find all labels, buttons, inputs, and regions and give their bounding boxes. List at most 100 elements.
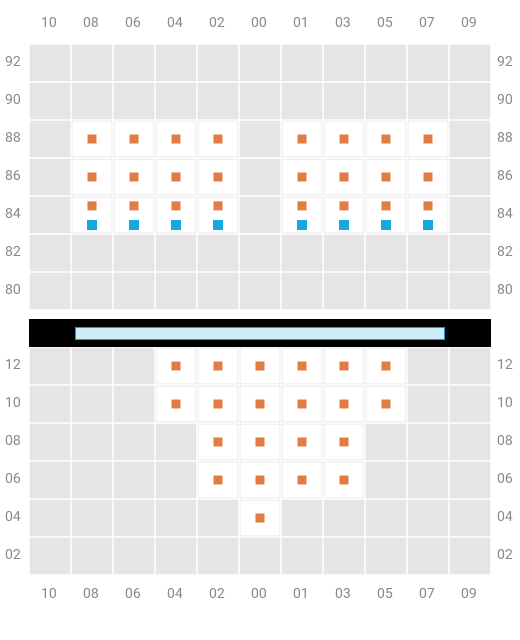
row-label: 08: [5, 433, 21, 449]
col-label-top: 08: [83, 15, 99, 31]
orange-marker: [88, 135, 97, 144]
orange-marker: [214, 173, 223, 182]
orange-marker: [256, 438, 265, 447]
orange-marker: [214, 400, 223, 409]
row-label: 04: [5, 509, 21, 525]
col-label-bottom: 04: [167, 586, 183, 602]
col-label-bottom: 08: [83, 586, 99, 602]
bottom-panel-grid: [29, 347, 491, 575]
blue-marker: [213, 220, 223, 230]
row-label: 82: [5, 244, 21, 260]
row-label: 92: [497, 54, 513, 70]
row-label: 86: [5, 168, 21, 184]
orange-marker: [130, 173, 139, 182]
orange-marker: [256, 362, 265, 371]
col-label-top: 09: [461, 15, 477, 31]
col-label-top: 01: [293, 15, 309, 31]
orange-marker: [340, 400, 349, 409]
orange-marker: [382, 400, 391, 409]
row-label: 84: [5, 206, 21, 222]
orange-marker: [382, 362, 391, 371]
blue-marker: [381, 220, 391, 230]
col-label-top: 06: [125, 15, 141, 31]
orange-marker: [256, 400, 265, 409]
orange-marker: [340, 201, 349, 210]
row-label: 84: [497, 206, 513, 222]
orange-marker: [382, 173, 391, 182]
orange-marker: [172, 135, 181, 144]
orange-marker: [214, 362, 223, 371]
col-label-top: 07: [419, 15, 435, 31]
col-label-bottom: 07: [419, 586, 435, 602]
orange-marker: [424, 201, 433, 210]
top-panel-grid: [29, 44, 491, 310]
orange-marker: [340, 135, 349, 144]
col-label-top: 05: [377, 15, 393, 31]
orange-marker: [298, 400, 307, 409]
col-label-bottom: 03: [335, 586, 351, 602]
col-label-top: 03: [335, 15, 351, 31]
row-label: 12: [5, 357, 21, 373]
row-label: 82: [497, 244, 513, 260]
orange-marker: [172, 201, 181, 210]
row-label: 02: [5, 547, 21, 563]
stage-bar: [75, 327, 445, 340]
blue-marker: [171, 220, 181, 230]
blue-marker: [339, 220, 349, 230]
orange-marker: [298, 438, 307, 447]
orange-marker: [256, 476, 265, 485]
col-label-bottom: 02: [209, 586, 225, 602]
orange-marker: [424, 173, 433, 182]
orange-marker: [214, 438, 223, 447]
row-label: 10: [497, 395, 513, 411]
row-label: 90: [497, 92, 513, 108]
orange-marker: [340, 476, 349, 485]
orange-marker: [298, 362, 307, 371]
orange-marker: [130, 135, 139, 144]
orange-marker: [340, 173, 349, 182]
row-label: 80: [5, 282, 21, 298]
seating-diagram: 10 08 06 04 02 00 01 03 05 07 09 92 92 90 90 88 88 86 86 84…: [0, 0, 520, 640]
orange-marker: [214, 135, 223, 144]
row-label: 06: [5, 471, 21, 487]
orange-marker: [172, 173, 181, 182]
row-label: 80: [497, 282, 513, 298]
blue-marker: [423, 220, 433, 230]
orange-marker: [382, 135, 391, 144]
row-label: 90: [5, 92, 21, 108]
row-label: 88: [5, 130, 21, 146]
col-label-bottom: 01: [293, 586, 309, 602]
row-label: 88: [497, 130, 513, 146]
col-label-top: 02: [209, 15, 225, 31]
blue-marker: [87, 220, 97, 230]
blue-marker: [129, 220, 139, 230]
orange-marker: [298, 476, 307, 485]
row-label: 12: [497, 357, 513, 373]
orange-marker: [88, 173, 97, 182]
orange-marker: [214, 476, 223, 485]
row-label: 92: [5, 54, 21, 70]
row-label: 02: [497, 547, 513, 563]
orange-marker: [340, 438, 349, 447]
col-label-bottom: 00: [251, 586, 267, 602]
orange-marker: [298, 173, 307, 182]
orange-marker: [88, 201, 97, 210]
col-label-bottom: 05: [377, 586, 393, 602]
orange-marker: [298, 201, 307, 210]
col-label-top: 10: [41, 15, 57, 31]
row-label: 06: [497, 471, 513, 487]
orange-marker: [382, 201, 391, 210]
col-label-top: 04: [167, 15, 183, 31]
orange-marker: [214, 201, 223, 210]
row-label: 08: [497, 433, 513, 449]
orange-marker: [172, 400, 181, 409]
blue-marker: [297, 220, 307, 230]
row-label: 86: [497, 168, 513, 184]
row-label: 04: [497, 509, 513, 525]
orange-marker: [424, 135, 433, 144]
orange-marker: [172, 362, 181, 371]
orange-marker: [256, 514, 265, 523]
col-label-bottom: 09: [461, 586, 477, 602]
orange-marker: [298, 135, 307, 144]
row-label: 10: [5, 395, 21, 411]
